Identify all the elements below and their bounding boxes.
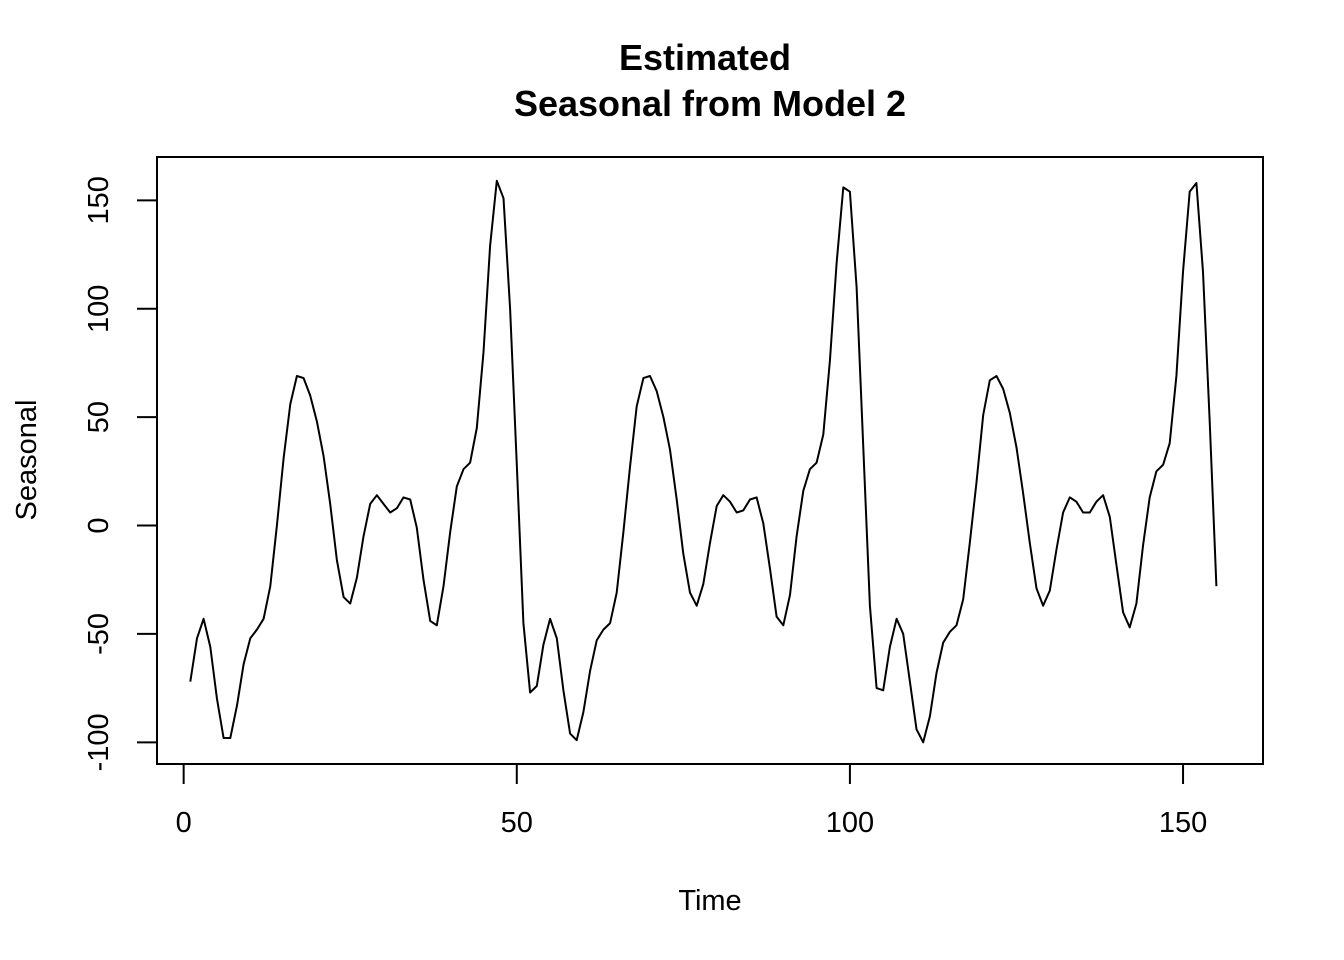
chart-title-line-2: Seasonal from Model 2	[514, 83, 906, 124]
y-axis: -100 -50 0 50 100 150	[83, 176, 158, 771]
y-tick-label: -100	[83, 713, 115, 771]
y-tick-label: 100	[83, 285, 115, 333]
series-line	[189, 179, 1218, 744]
x-tick-label: 0	[176, 807, 192, 839]
y-tick-label: 0	[83, 517, 115, 533]
x-tick-label: 100	[826, 807, 874, 839]
series-layer	[189, 179, 1218, 744]
plot-frame	[156, 156, 1264, 765]
y-tick-label: 150	[83, 176, 115, 224]
y-tick-label: 50	[83, 401, 115, 433]
y-axis-label: Seasonal	[11, 400, 43, 521]
x-axis: 0 50 100 150	[176, 763, 1207, 839]
chart-title-line-1: Estimated	[619, 37, 791, 78]
x-tick-label: 150	[1159, 807, 1207, 839]
x-tick-label: 50	[501, 807, 533, 839]
y-tick-label: -50	[83, 613, 115, 655]
x-axis-label: Time	[678, 885, 741, 917]
